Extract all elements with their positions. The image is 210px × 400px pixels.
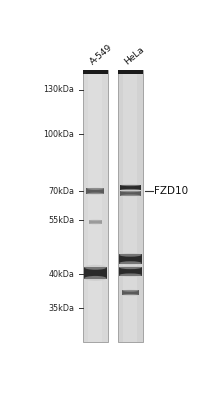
Text: HeLa: HeLa	[123, 45, 146, 66]
Bar	[83, 70, 108, 74]
Ellipse shape	[87, 188, 104, 190]
Ellipse shape	[119, 266, 142, 269]
Text: 130kDa: 130kDa	[43, 85, 74, 94]
Ellipse shape	[120, 194, 140, 196]
Text: 35kDa: 35kDa	[48, 304, 74, 313]
Bar	[83, 70, 108, 342]
Ellipse shape	[119, 274, 142, 277]
Text: 100kDa: 100kDa	[43, 130, 74, 139]
Ellipse shape	[122, 294, 139, 296]
Ellipse shape	[87, 193, 104, 195]
Ellipse shape	[119, 261, 142, 265]
Ellipse shape	[84, 276, 107, 281]
Ellipse shape	[120, 189, 140, 191]
Ellipse shape	[122, 290, 139, 292]
Bar	[87, 188, 104, 194]
Bar	[118, 70, 143, 74]
Bar	[88, 70, 102, 342]
Text: FZD10: FZD10	[154, 186, 189, 196]
Bar	[119, 254, 142, 264]
Bar	[118, 70, 143, 342]
Bar	[120, 191, 141, 196]
Ellipse shape	[89, 220, 102, 221]
Ellipse shape	[84, 265, 107, 270]
Bar	[122, 290, 139, 295]
Bar	[84, 267, 107, 279]
Text: 70kDa: 70kDa	[48, 187, 74, 196]
Bar	[123, 70, 137, 342]
Text: A-549: A-549	[88, 43, 114, 66]
Ellipse shape	[120, 190, 140, 192]
Bar	[88, 220, 102, 224]
Text: 55kDa: 55kDa	[48, 216, 74, 225]
Text: 40kDa: 40kDa	[48, 270, 74, 279]
Ellipse shape	[119, 253, 142, 257]
Bar	[120, 185, 141, 190]
Ellipse shape	[120, 184, 140, 186]
Ellipse shape	[89, 223, 102, 224]
Bar	[119, 267, 142, 276]
